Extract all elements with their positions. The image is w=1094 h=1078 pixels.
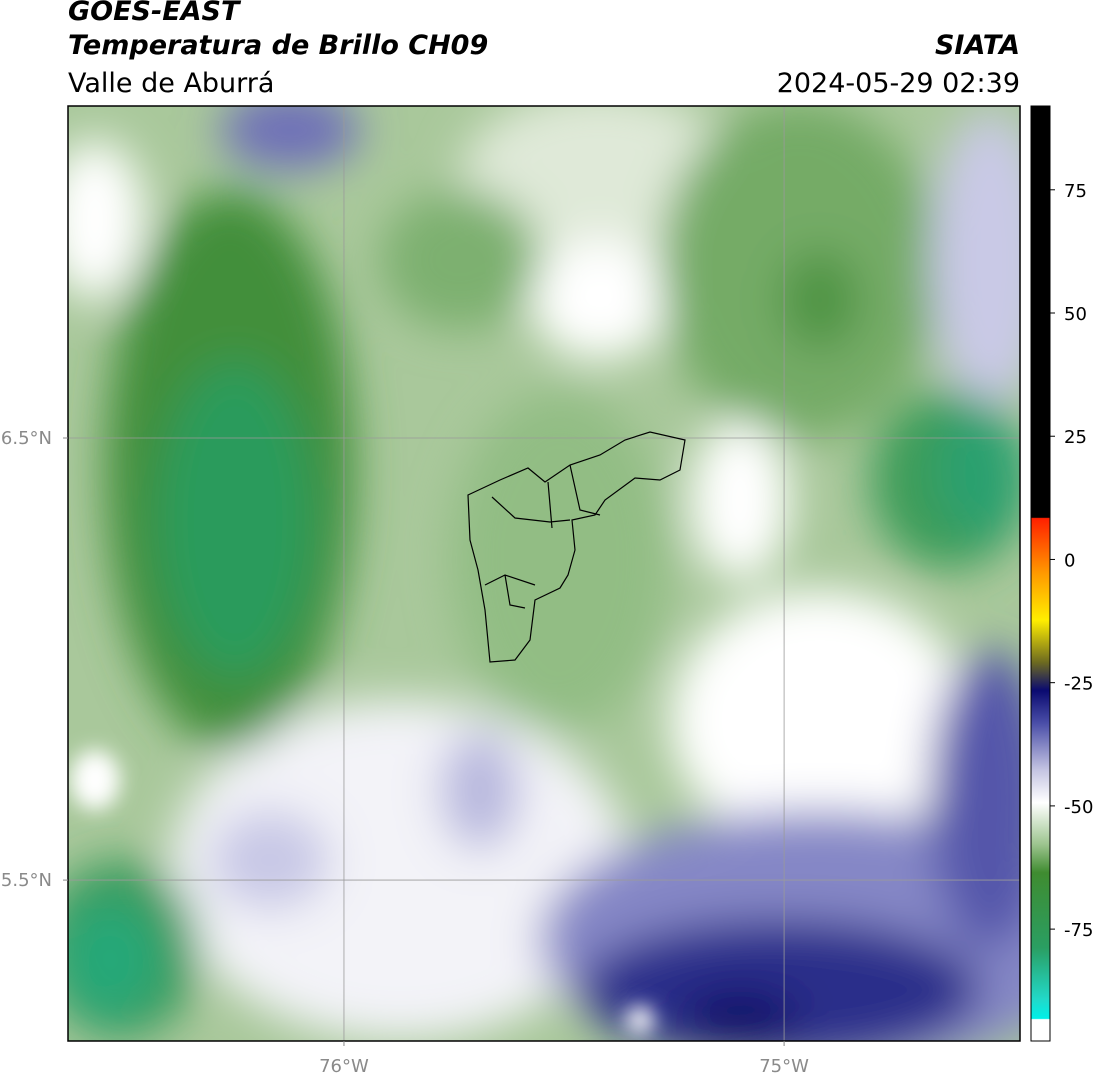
basin-outline: [467, 431, 686, 663]
satellite-image: [68, 106, 1020, 1041]
colorbar-tick-label: -25: [1064, 674, 1093, 695]
y-tick-label: 5.5°N: [1, 870, 52, 891]
colorbar-tick-label: 75: [1064, 181, 1087, 202]
region: Valle de Aburrá: [68, 68, 274, 99]
x-tick-label: 75°W: [759, 1056, 809, 1077]
y-tick-label: 6.5°N: [1, 428, 52, 449]
datetime: 2024-05-29 02:39: [777, 68, 1020, 99]
colorbar-tick-label: 25: [1064, 427, 1087, 448]
colorbar-tick-label: 0: [1064, 550, 1075, 571]
colorbar-tick-label: -50: [1064, 797, 1093, 818]
colorbar: [1030, 105, 1051, 1042]
source: SIATA: [935, 30, 1020, 61]
title: GOES-EAST: [68, 0, 242, 27]
colorbar-tick-label: 50: [1064, 304, 1087, 325]
colorbar-tick-label: -75: [1064, 920, 1093, 941]
map-frame: [67, 105, 1021, 1042]
subtitle: Temperatura de Brillo CH09: [68, 30, 488, 61]
x-tick-label: 76°W: [319, 1056, 369, 1077]
